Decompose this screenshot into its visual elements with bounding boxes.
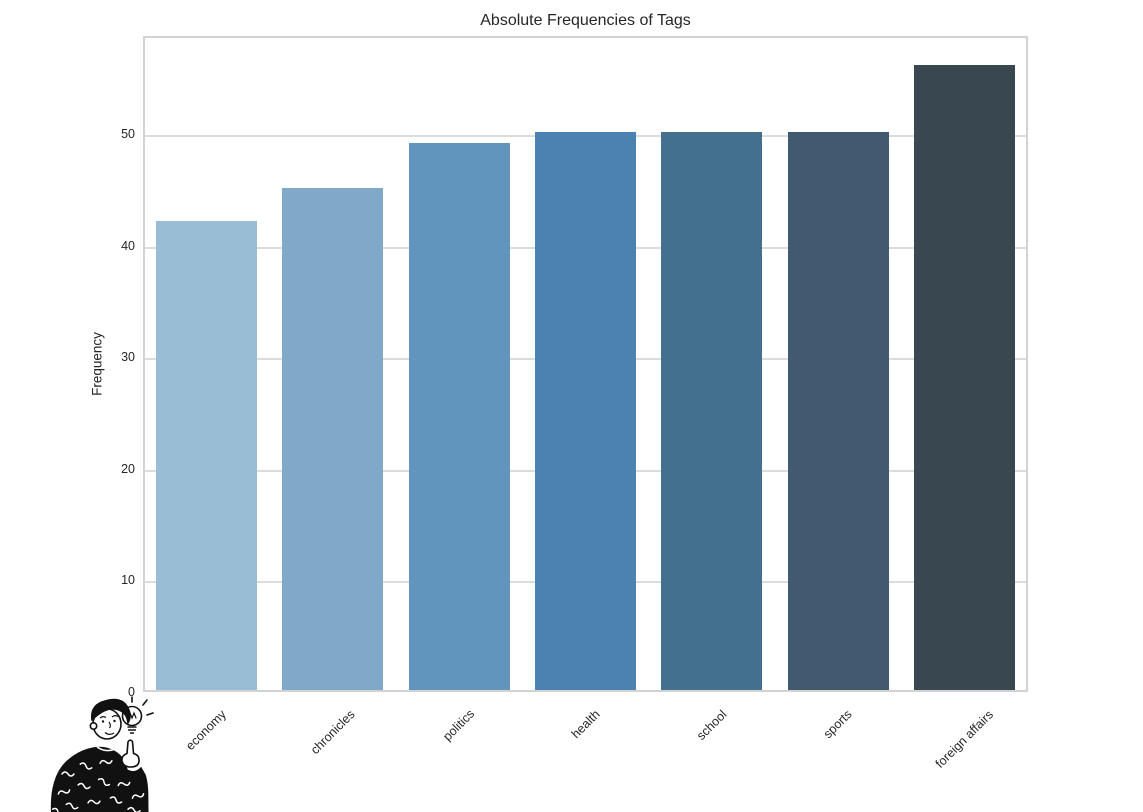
y-tick-label-40: 40 xyxy=(121,238,135,253)
person-body xyxy=(50,739,149,812)
bar-foreign-affairs xyxy=(914,65,1016,690)
plot-area xyxy=(143,36,1028,692)
x-tick-label-politics: politics xyxy=(440,706,478,744)
x-tick-label-foreign-affairs: foreign affairs xyxy=(932,707,996,771)
x-tick-label-health: health xyxy=(568,706,603,741)
person-idea-illustration xyxy=(50,696,154,812)
y-tick-label-20: 20 xyxy=(121,461,135,476)
bar-chronicles xyxy=(282,187,384,690)
bar-sports xyxy=(787,132,889,690)
y-tick-label-50: 50 xyxy=(121,127,135,142)
bar-school xyxy=(661,132,763,690)
y-tick-label-30: 30 xyxy=(121,350,135,365)
x-tick-label-sports: sports xyxy=(821,706,856,741)
bar-politics xyxy=(408,143,510,690)
person-head xyxy=(89,698,131,740)
x-tick-label-school: school xyxy=(693,706,730,743)
chart-title: Absolute Frequencies of Tags xyxy=(480,12,691,29)
y-tick-label-10: 10 xyxy=(121,573,135,588)
x-tick-label-economy: economy xyxy=(182,707,229,753)
y-tick-label-0: 0 xyxy=(128,685,135,699)
bar-economy xyxy=(155,221,257,690)
x-tick-label-chronicles: chronicles xyxy=(307,706,358,757)
bar-health xyxy=(535,132,636,690)
